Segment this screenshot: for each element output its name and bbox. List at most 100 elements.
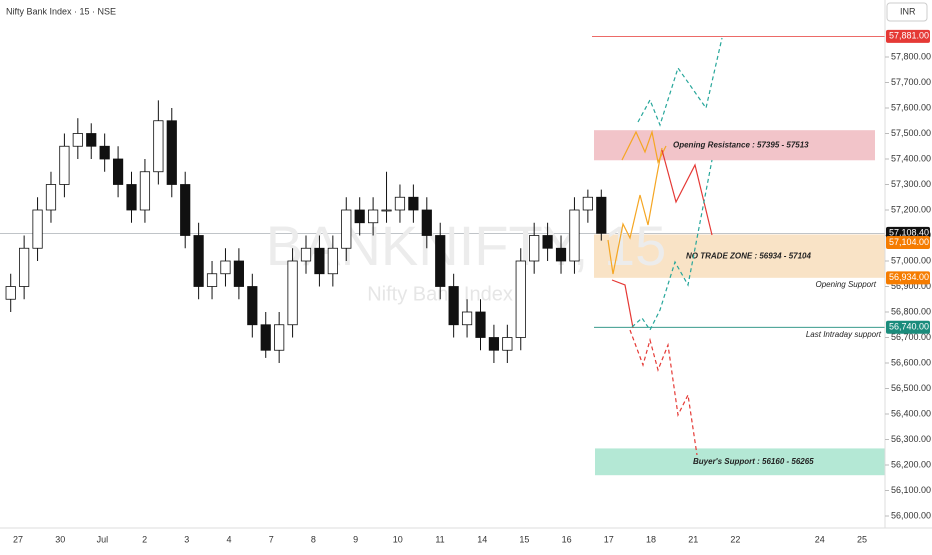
candle-body <box>461 311 473 326</box>
candle-body <box>354 209 365 224</box>
price-badge <box>886 271 930 285</box>
x-tick-label: 10 <box>393 534 403 544</box>
candle-body <box>86 133 97 147</box>
breakdown-path <box>629 329 698 456</box>
candle-body <box>274 324 285 351</box>
candle-body <box>529 235 540 262</box>
candle-body <box>99 145 110 160</box>
candle-body <box>72 133 83 147</box>
candle-body <box>475 311 486 338</box>
x-tick-label: 21 <box>688 534 698 544</box>
y-tick-label: 56,700.00 <box>891 332 931 342</box>
price-badge <box>886 320 930 334</box>
price-badge-label: 57,881.00 <box>889 31 929 41</box>
x-tick-label: 3 <box>184 534 189 544</box>
price-badge-label: 56,934.00 <box>889 272 929 282</box>
x-tick-label: 11 <box>435 534 444 544</box>
y-tick-label: 56,600.00 <box>891 357 931 367</box>
y-tick-label: 56,300.00 <box>891 434 931 444</box>
x-tick-label: 27 <box>13 534 23 544</box>
candle-body <box>596 196 607 234</box>
price-badge-label: 57,104.00 <box>889 237 929 247</box>
y-tick-label: 57,400.00 <box>891 153 931 163</box>
y-tick-label: 56,500.00 <box>891 383 931 393</box>
x-tick-label: 8 <box>311 534 316 544</box>
x-tick-label: 4 <box>226 534 231 544</box>
y-tick-label: 56,200.00 <box>891 459 931 469</box>
candle-body <box>381 209 392 212</box>
price-badge <box>886 235 930 249</box>
price-badge <box>886 29 930 43</box>
bull-path-top <box>621 129 667 164</box>
candle-body <box>488 337 500 351</box>
x-tick-label: 22 <box>730 534 740 544</box>
x-tick-label: Jul <box>97 534 109 544</box>
zone <box>595 448 885 476</box>
zone-label: NO TRADE ZONE : 56934 - 57104 <box>686 251 811 260</box>
x-tick-label: 15 <box>519 534 529 544</box>
candle-body <box>206 273 218 287</box>
rejection-path <box>661 149 713 236</box>
candle-body <box>421 209 432 236</box>
y-tick-label: 56,800.00 <box>891 306 931 316</box>
y-tick-label: 57,200.00 <box>891 204 931 214</box>
y-tick-label: 56,400.00 <box>891 408 931 418</box>
x-tick-label: 2 <box>142 534 147 544</box>
candle-body <box>394 196 406 211</box>
bull-path <box>607 147 663 275</box>
x-tick-label: 9 <box>353 534 358 544</box>
axes: 56,000.00 56,100.00 56,200.00 56,300.00 56,4… <box>13 29 931 544</box>
currency-label: INR <box>900 6 916 16</box>
x-tick-label: 17 <box>604 534 614 544</box>
candle-body <box>32 209 43 249</box>
chart-title: Nifty Bank Index · 15 · NSE <box>6 6 116 16</box>
y-tick-label: 56,900.00 <box>891 281 931 291</box>
zone <box>594 234 885 278</box>
y-tick-label: 56,100.00 <box>891 485 931 495</box>
candle-body <box>220 260 231 275</box>
price-badge-label: 57,108.40 <box>889 228 929 238</box>
annotation: Opening Support <box>816 280 877 289</box>
candle-body <box>300 247 312 262</box>
zone-label: Buyer's Support : 56160 - 56265 <box>693 457 814 466</box>
candle-body <box>368 209 379 224</box>
currency-button[interactable] <box>886 2 928 22</box>
candle-body <box>112 158 124 185</box>
recovery-path <box>631 159 713 332</box>
candle-body <box>569 209 580 262</box>
x-tick-label: 30 <box>55 534 65 544</box>
candle-body <box>327 247 338 275</box>
candle-body <box>582 196 593 211</box>
candle-body <box>59 145 70 185</box>
annotation: Last Intraday support <box>806 330 882 339</box>
y-tick-label: 57,500.00 <box>891 128 931 138</box>
candle-body <box>515 260 526 338</box>
candle-body <box>502 337 513 351</box>
x-tick-label: 18 <box>646 534 656 544</box>
candle-body <box>5 286 16 300</box>
candle-body <box>247 286 258 326</box>
candle-body <box>260 324 271 351</box>
x-tick-label: 14 <box>477 534 487 544</box>
zone-label: Opening Resistance : 57395 - 57513 <box>673 140 809 149</box>
y-tick-label: 57,000.00 <box>891 255 931 265</box>
scenarios <box>607 37 723 456</box>
y-tick-label: 56,000.00 <box>891 510 931 520</box>
x-tick-label: 25 <box>857 534 867 544</box>
candle-body <box>126 184 137 211</box>
candle-body <box>555 247 567 262</box>
zones: Opening Resistance : 57395 - 57513 NO TRA… <box>0 35 885 476</box>
price-badge-label: 56,740.00 <box>889 322 929 332</box>
zone <box>594 130 875 161</box>
candle-body <box>45 184 57 211</box>
x-tick-label: 16 <box>562 534 572 544</box>
candle-body <box>193 235 204 287</box>
x-tick-label: 24 <box>815 534 825 544</box>
x-tick-label: 7 <box>269 534 274 544</box>
candle-body <box>314 247 325 275</box>
candles <box>5 100 607 363</box>
candle-body <box>542 235 553 249</box>
candle-body <box>408 196 419 211</box>
y-tick-label: 57,600.00 <box>891 102 931 112</box>
